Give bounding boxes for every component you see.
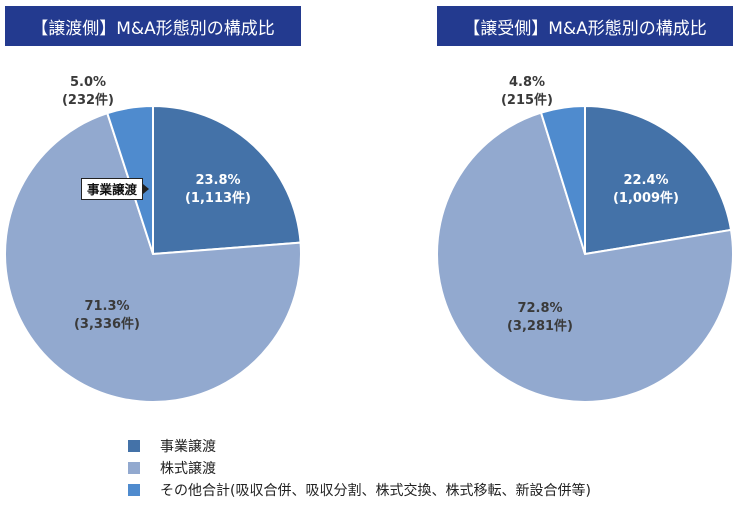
slice-pct: 71.3% <box>84 299 130 314</box>
legend-item-business-transfer: 事業譲渡 <box>128 435 591 457</box>
slice-pct: 23.8% <box>195 173 241 188</box>
slice-count: (1,113件) <box>184 191 251 206</box>
legend-swatch-icon <box>128 440 140 452</box>
slice-share-transfer <box>4 111 302 403</box>
legend: 事業譲渡 株式譲渡 その他合計(吸収合併、吸収分割、株式交換、株式移転、新設合併… <box>128 435 591 501</box>
legend-label: その他合計(吸収合併、吸収分割、株式交換、株式移転、新設合併等) <box>160 483 591 499</box>
slice-label-share-transfer-buyer: 72.8% (3,281件) <box>490 300 590 336</box>
pie-chart-buyer <box>436 104 734 403</box>
slice-other <box>539 104 586 255</box>
legend-swatch-icon <box>128 462 140 474</box>
slice-label-other-seller: 5.0% (232件) <box>48 74 128 110</box>
slice-count: (232件) <box>61 93 115 108</box>
callout-business-transfer: 事業譲渡 <box>81 178 150 200</box>
chart-title-buyer: 【譲受側】M&A形態別の構成比 <box>437 6 733 46</box>
pie-chart-seller <box>4 104 302 403</box>
slice-pct: 4.8% <box>508 75 546 90</box>
legend-item-share-transfer: 株式譲渡 <box>128 457 591 479</box>
slice-label-business-transfer-buyer: 22.4% (1,009件) <box>596 172 696 208</box>
chart-title-seller: 【譲渡側】M&A形態別の構成比 <box>5 6 301 46</box>
slice-business-transfer <box>584 104 733 256</box>
slice-label-share-transfer-seller: 71.3% (3,336件) <box>57 298 157 334</box>
legend-swatch-icon <box>128 484 140 496</box>
legend-label: 株式譲渡 <box>160 461 216 477</box>
legend-label: 事業譲渡 <box>160 439 216 455</box>
slice-share-transfer <box>436 111 734 403</box>
slice-pct: 5.0% <box>69 75 107 90</box>
slice-label-other-buyer: 4.8% (215件) <box>487 74 567 110</box>
slice-count: (1,009件) <box>612 191 679 206</box>
slice-business-transfer <box>152 104 302 256</box>
slice-label-business-transfer-seller: 23.8% (1,113件) <box>168 172 268 208</box>
slice-pct: 72.8% <box>517 301 563 316</box>
slice-count: (3,281件) <box>506 319 573 334</box>
slice-pct: 22.4% <box>623 173 669 188</box>
legend-item-other: その他合計(吸収合併、吸収分割、株式交換、株式移転、新設合併等) <box>128 479 591 501</box>
slice-count: (215件) <box>500 93 554 108</box>
slice-count: (3,336件) <box>73 317 140 332</box>
